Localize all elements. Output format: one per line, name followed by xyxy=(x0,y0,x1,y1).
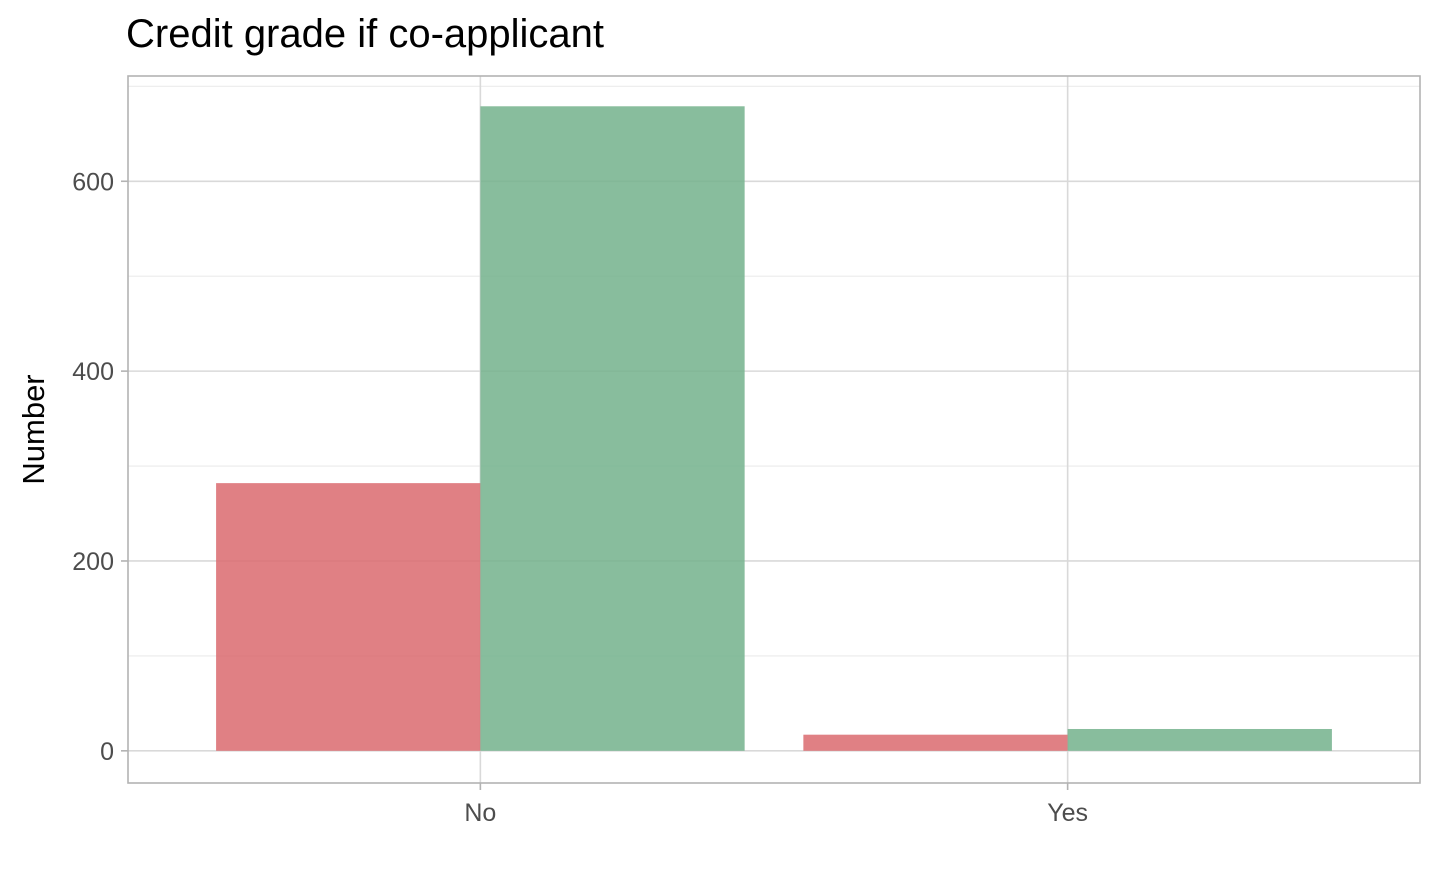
y-axis-title: Number xyxy=(16,374,51,484)
panel-border xyxy=(127,75,1421,784)
x-tick-label: No xyxy=(464,799,496,827)
bar-no-series-2 xyxy=(480,106,745,751)
y-tick-label: 400 xyxy=(72,358,114,386)
y-tick-label: 600 xyxy=(72,168,114,196)
axis-ticks xyxy=(121,180,1069,790)
y-axis-tick-labels: 0 200 400 600 xyxy=(72,168,114,766)
x-axis-tick-labels: No Yes xyxy=(464,799,1088,827)
bars xyxy=(216,106,1332,751)
y-tick-label: 200 xyxy=(72,548,114,576)
bar-yes-series-2 xyxy=(1067,728,1332,751)
chart-title: Credit grade if co-applicant xyxy=(126,12,605,56)
bar-no-series-1 xyxy=(216,483,481,751)
x-tick-label: Yes xyxy=(1047,799,1088,827)
y-tick-label: 0 xyxy=(100,738,114,766)
bar-yes-series-1 xyxy=(803,734,1068,751)
